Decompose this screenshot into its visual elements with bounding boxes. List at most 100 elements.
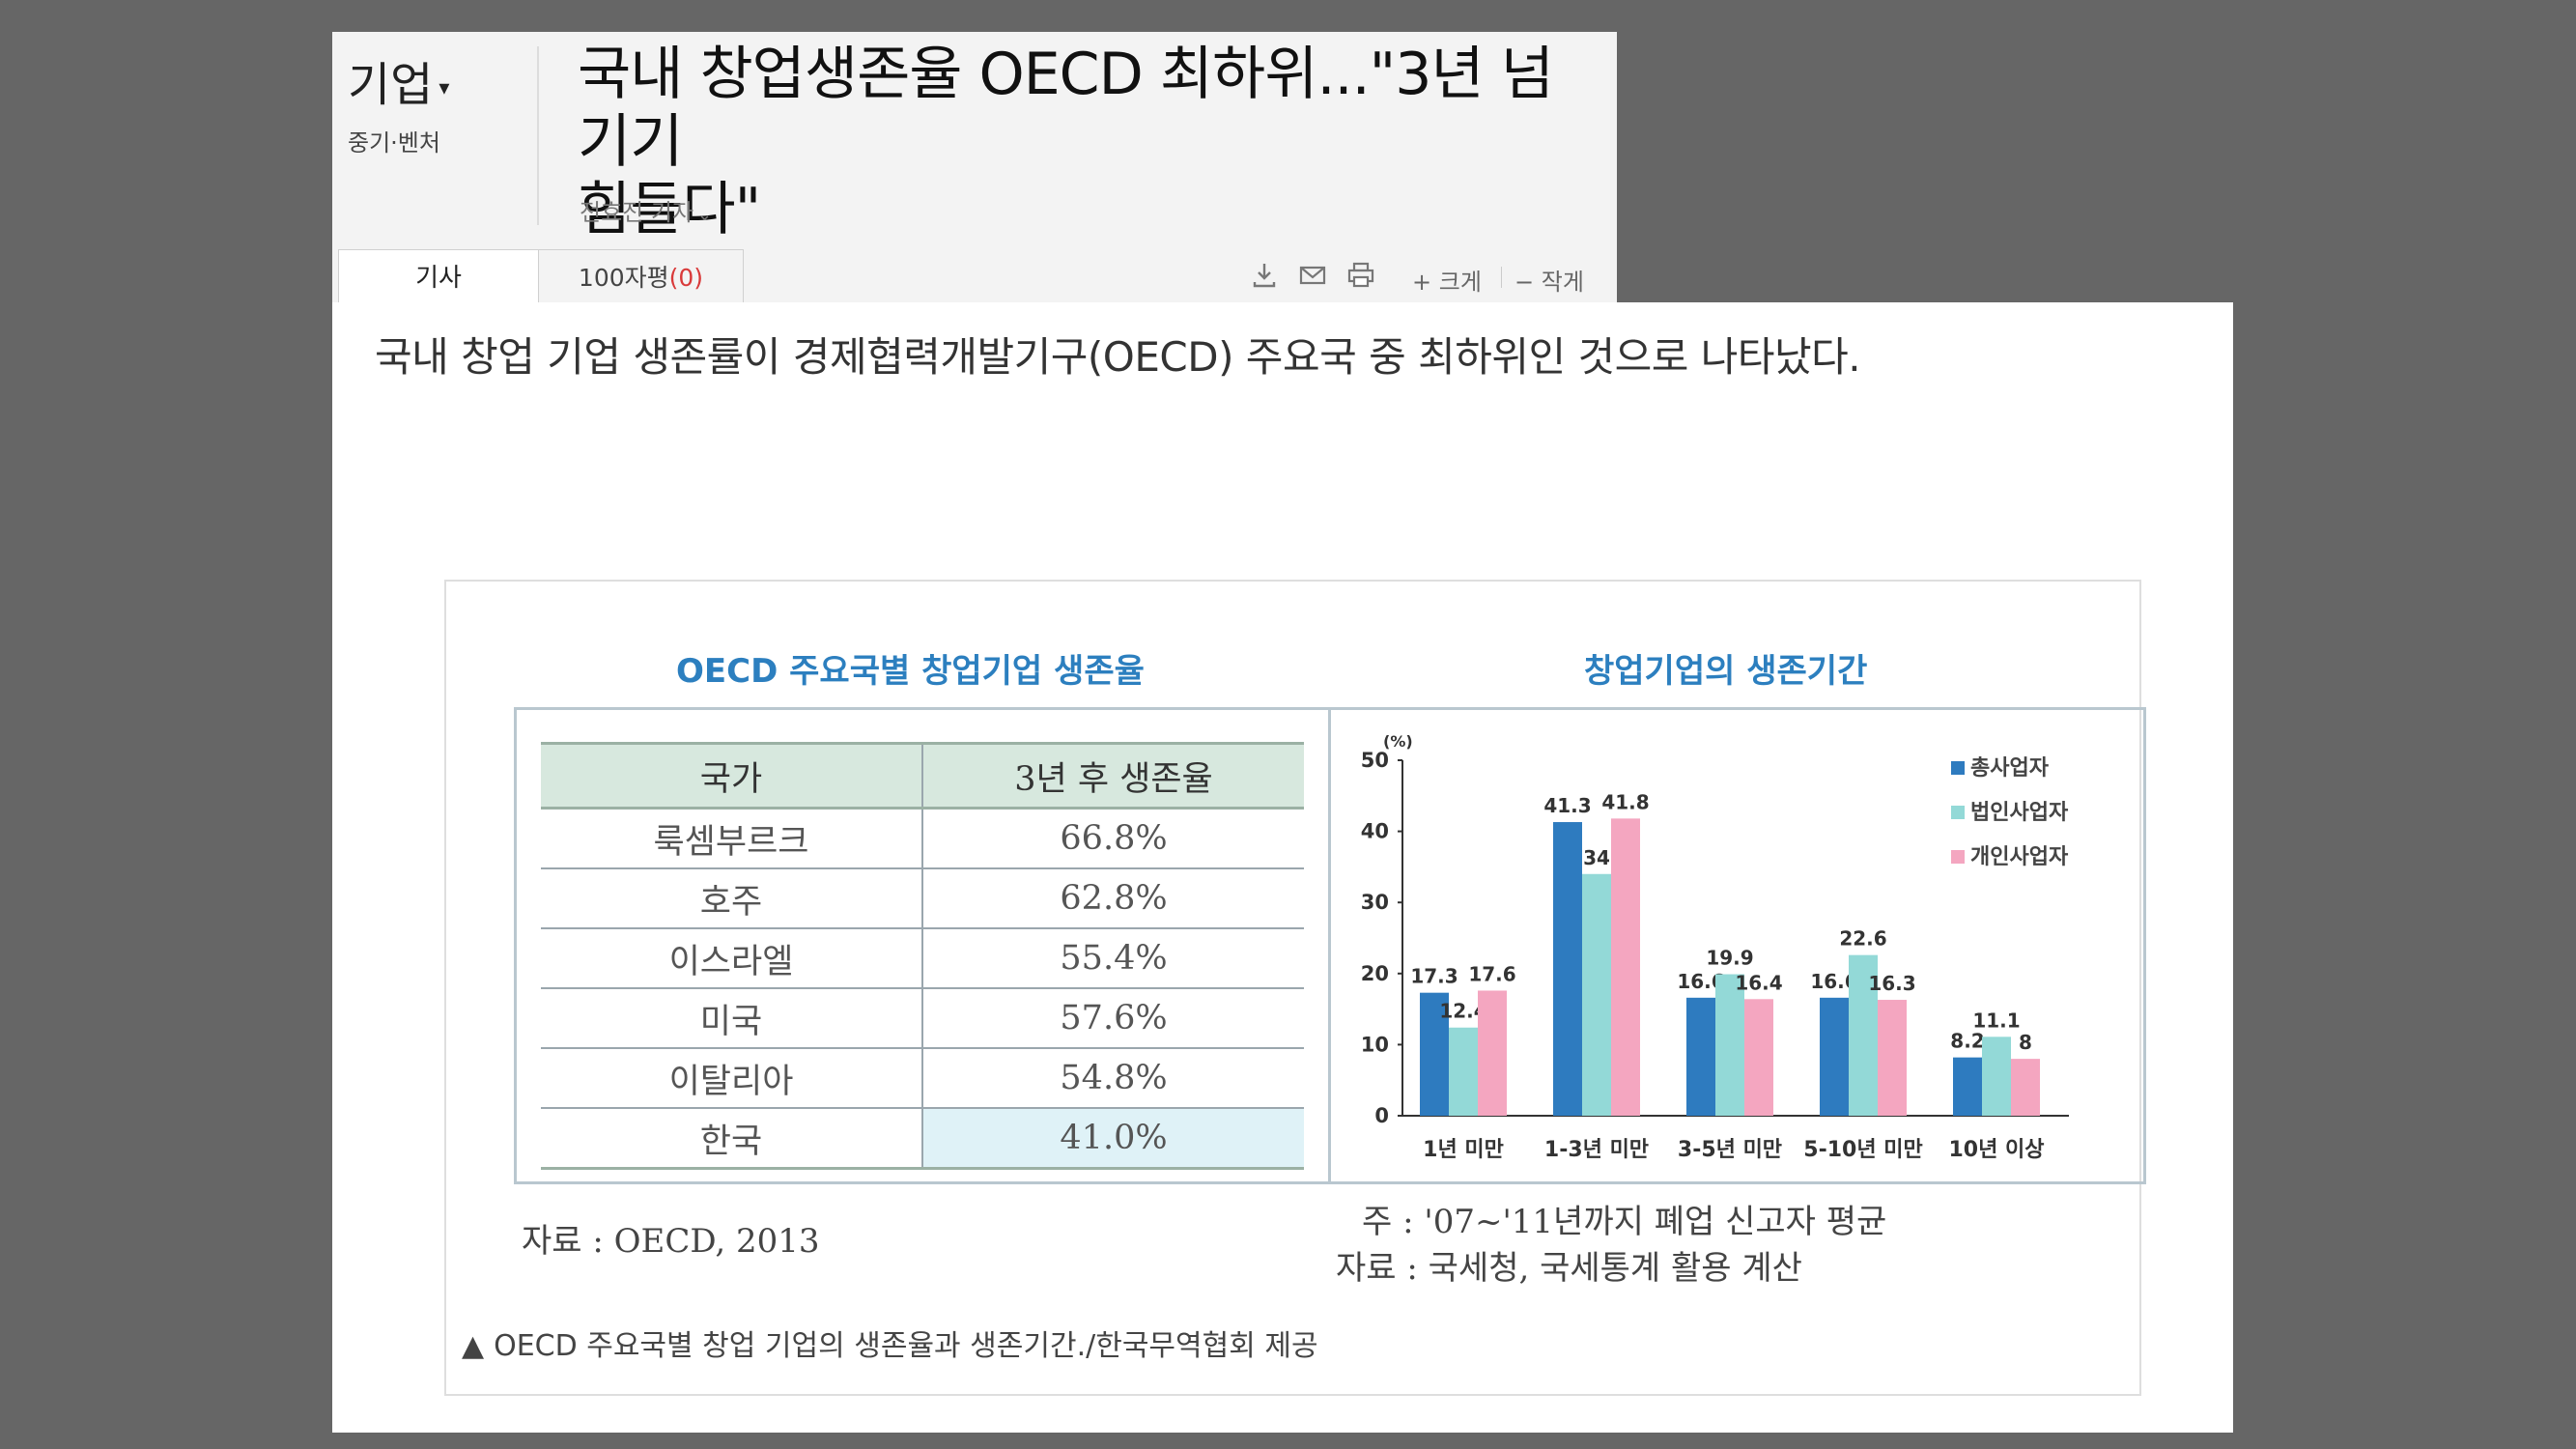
panel-divider <box>1328 707 1331 1184</box>
chart-bar <box>1744 999 1773 1116</box>
y-tick-label: 50 <box>1361 749 1389 772</box>
table-row-highlight: 한국 41.0% <box>541 1108 1304 1170</box>
bar-value-label: 11.1 <box>1972 1009 2020 1032</box>
table-source: 자료 : OECD, 2013 <box>522 1222 820 1261</box>
bar-value-label: 17.3 <box>1410 965 1458 988</box>
chart-bar <box>1715 974 1744 1116</box>
font-smaller-button[interactable]: − 작게 <box>1514 269 1584 296</box>
column-header-country: 국가 <box>541 742 923 810</box>
country-cell: 호주 <box>541 868 923 929</box>
caret-down-icon: ▾ <box>439 75 450 100</box>
chart-bar <box>1686 997 1715 1116</box>
font-larger-button[interactable]: + 크게 <box>1412 269 1482 296</box>
comment-count: (0) <box>668 264 704 292</box>
legend-swatch <box>1951 761 1965 775</box>
country-cell: 한국 <box>541 1108 923 1170</box>
caption-text: OECD 주요국별 창업 기업의 생존율과 생존기간./한국무역협회 제공 <box>494 1329 1318 1363</box>
survival-rate-table: 국가 3년 후 생존율 룩셈부르크 66.8% 호주 62.8% 이스라엘 55.4%… <box>541 742 1304 1170</box>
x-tick-label: 1년 미만 <box>1423 1138 1504 1162</box>
title-line-1: 국내 창업생존율 OECD 최하위..."3년 넘기기 <box>578 41 1554 176</box>
rate-cell: 62.8% <box>922 868 1304 929</box>
table-header-row: 국가 3년 후 생존율 <box>541 742 1304 810</box>
reporter-byline[interactable]: 전효진 기자 ⌄ <box>580 193 712 227</box>
chart-title: 창업기업의 생존기간 <box>1584 652 1868 691</box>
legend-swatch <box>1951 850 1965 864</box>
country-cell: 이탈리아 <box>541 1048 923 1109</box>
chart-bar <box>1820 997 1849 1116</box>
y-tick-label: 30 <box>1361 891 1389 914</box>
chart-bar <box>1478 990 1507 1116</box>
triangle-icon: ▲ <box>462 1329 485 1363</box>
y-tick-label: 40 <box>1361 820 1389 843</box>
bar-value-label: 16.4 <box>1735 971 1782 994</box>
reporter-name: 전효진 기자 <box>580 199 694 226</box>
chart-bar <box>1982 1037 2011 1116</box>
legend-swatch <box>1951 806 1965 819</box>
header-divider <box>537 46 539 225</box>
rate-cell: 66.8% <box>922 808 1304 869</box>
bar-value-label: 41.8 <box>1601 790 1649 813</box>
rate-cell: 57.6% <box>922 988 1304 1049</box>
tab-comments[interactable]: 100자평(0) <box>539 249 744 302</box>
bar-value-label: 19.9 <box>1706 947 1753 970</box>
subsection-link[interactable]: 중기·벤처 <box>348 129 440 156</box>
title-line-2: 힘들다" <box>578 176 761 243</box>
print-icon[interactable] <box>1345 259 1377 292</box>
country-cell: 룩셈부르크 <box>541 808 923 869</box>
article-header <box>332 32 1617 302</box>
article-title: 국내 창업생존율 OECD 최하위..."3년 넘기기 힘들다" <box>578 41 1601 243</box>
x-tick-label: 3-5년 미만 <box>1678 1138 1782 1162</box>
tool-separator <box>1501 267 1502 288</box>
x-tick-label: 1-3년 미만 <box>1544 1138 1649 1162</box>
chart-note: 주 : '07~'11년까지 폐업 신고자 평균 <box>1362 1203 1887 1241</box>
mail-icon[interactable] <box>1296 259 1329 292</box>
chevron-down-icon: ⌄ <box>697 205 713 225</box>
bar-value-label: 22.6 <box>1839 927 1886 951</box>
chart-bar <box>1849 954 1878 1116</box>
table-row: 미국 57.6% <box>541 988 1304 1049</box>
legend-label: 개인사업자 <box>1970 845 2069 869</box>
chart-bar <box>1553 822 1582 1116</box>
chart-bar <box>1582 873 1611 1116</box>
section-dropdown[interactable]: 기업 ▾ <box>348 46 449 114</box>
figure-caption: ▲ OECD 주요국별 창업 기업의 생존율과 생존기간./한국무역협회 제공 <box>462 1321 1318 1364</box>
article-lead: 국내 창업 기업 생존률이 경제협력개발기구(OECD) 주요국 중 최하위인 … <box>375 333 1861 381</box>
chart-bar <box>1953 1057 1982 1116</box>
bar-value-label: 17.6 <box>1468 962 1515 985</box>
table-title: OECD 주요국별 창업기업 생존율 <box>676 652 1145 691</box>
y-tick-label: 10 <box>1361 1033 1389 1056</box>
x-tick-label: 10년 이상 <box>1949 1138 2045 1162</box>
country-cell: 이스라엘 <box>541 928 923 989</box>
table-row: 룩셈부르크 66.8% <box>541 808 1304 869</box>
chart-bar <box>1611 818 1640 1116</box>
bar-value-label: 16.3 <box>1868 972 1915 995</box>
rate-cell: 55.4% <box>922 928 1304 989</box>
x-tick-label: 5-10년 미만 <box>1803 1138 1922 1162</box>
bar-value-label: 8.2 <box>1950 1030 1984 1053</box>
bar-value-label: 41.3 <box>1543 794 1591 817</box>
bar-value-label: 34 <box>1583 846 1610 869</box>
download-icon[interactable] <box>1248 259 1281 292</box>
tab-comments-label: 100자평 <box>578 264 669 292</box>
chart-bar <box>2011 1059 2040 1116</box>
table-row: 이탈리아 54.8% <box>541 1048 1304 1109</box>
table-row: 호주 62.8% <box>541 868 1304 929</box>
country-cell: 미국 <box>541 988 923 1049</box>
rate-cell: 41.0% <box>922 1108 1304 1170</box>
column-header-rate: 3년 후 생존율 <box>922 742 1304 810</box>
tab-article[interactable]: 기사 <box>338 249 539 302</box>
y-tick-label: 20 <box>1361 962 1389 985</box>
chart-bar <box>1878 1000 1907 1116</box>
legend-label: 법인사업자 <box>1970 801 2069 825</box>
chart-bar <box>1449 1027 1478 1116</box>
table-row: 이스라엘 55.4% <box>541 928 1304 989</box>
chart-bar <box>1420 992 1449 1116</box>
legend-label: 총사업자 <box>1970 756 2050 781</box>
section-label: 기업 <box>348 58 434 112</box>
bar-value-label: 8 <box>2019 1031 2032 1054</box>
chart-source: 자료 : 국세청, 국세통계 활용 계산 <box>1336 1249 1802 1288</box>
y-tick-label: 0 <box>1374 1104 1389 1127</box>
rate-cell: 54.8% <box>922 1048 1304 1109</box>
y-axis-unit: (%) <box>1383 732 1413 751</box>
